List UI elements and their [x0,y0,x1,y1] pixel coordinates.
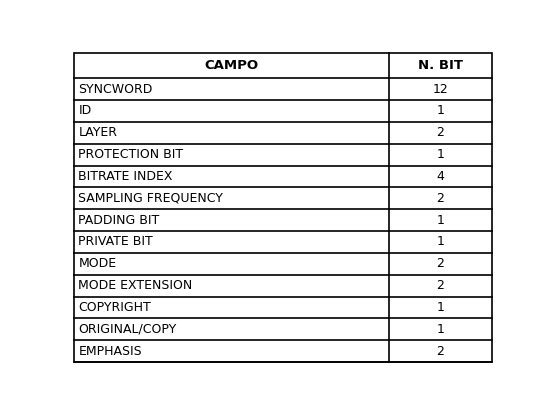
Text: SYNCWORD: SYNCWORD [78,83,153,96]
Text: ID: ID [78,104,92,118]
Text: 2: 2 [437,279,444,292]
Text: LAYER: LAYER [78,126,118,139]
Text: N. BIT: N. BIT [418,59,463,72]
Text: 12: 12 [433,83,448,96]
Text: 2: 2 [437,126,444,139]
Text: PROTECTION BIT: PROTECTION BIT [78,148,183,161]
Text: 1: 1 [437,148,444,161]
Text: BITRATE INDEX: BITRATE INDEX [78,170,173,183]
Text: 1: 1 [437,323,444,336]
Text: 1: 1 [437,104,444,118]
Text: CAMPO: CAMPO [205,59,259,72]
Text: ORIGINAL/COPY: ORIGINAL/COPY [78,323,177,336]
Text: 1: 1 [437,214,444,226]
Text: EMPHASIS: EMPHASIS [78,344,142,358]
Text: MODE EXTENSION: MODE EXTENSION [78,279,193,292]
Text: 2: 2 [437,257,444,270]
Text: PADDING BIT: PADDING BIT [78,214,160,226]
Text: 1: 1 [437,301,444,314]
Text: SAMPLING FREQUENCY: SAMPLING FREQUENCY [78,192,224,205]
Text: MODE: MODE [78,257,116,270]
Text: 2: 2 [437,192,444,205]
Text: PRIVATE BIT: PRIVATE BIT [78,236,153,248]
Text: 4: 4 [437,170,444,183]
Text: 2: 2 [437,344,444,358]
Text: COPYRIGHT: COPYRIGHT [78,301,151,314]
Text: 1: 1 [437,236,444,248]
